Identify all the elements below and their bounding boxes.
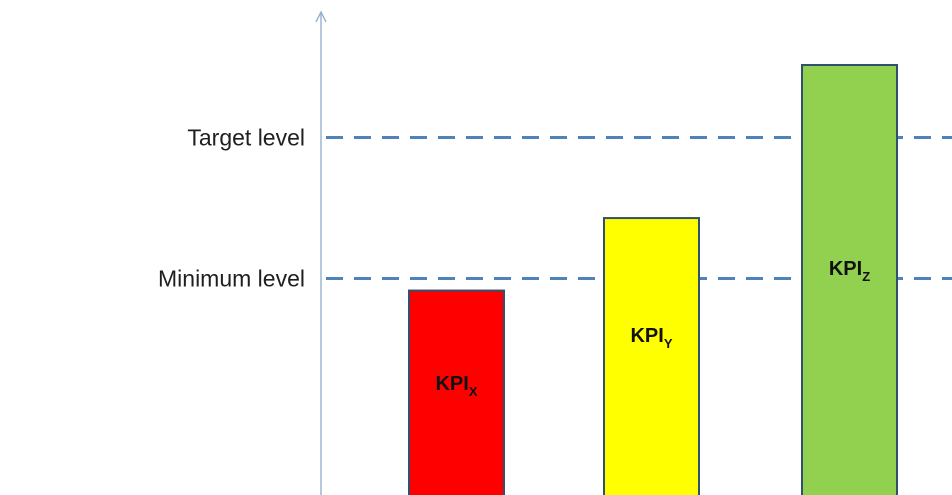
bar-kpi-x <box>408 289 505 495</box>
bar-kpi-z <box>801 64 898 495</box>
bar-label-1: KPIY <box>630 325 672 351</box>
bar-kpi-y <box>603 217 700 495</box>
y-axis-arrow-icon <box>315 10 327 23</box>
bar-label-2: KPIZ <box>829 258 870 284</box>
reference-line-label-0: Target level <box>187 125 305 151</box>
reference-line-label-1: Minimum level <box>158 265 305 291</box>
bar-label-0: KPIX <box>435 373 477 399</box>
